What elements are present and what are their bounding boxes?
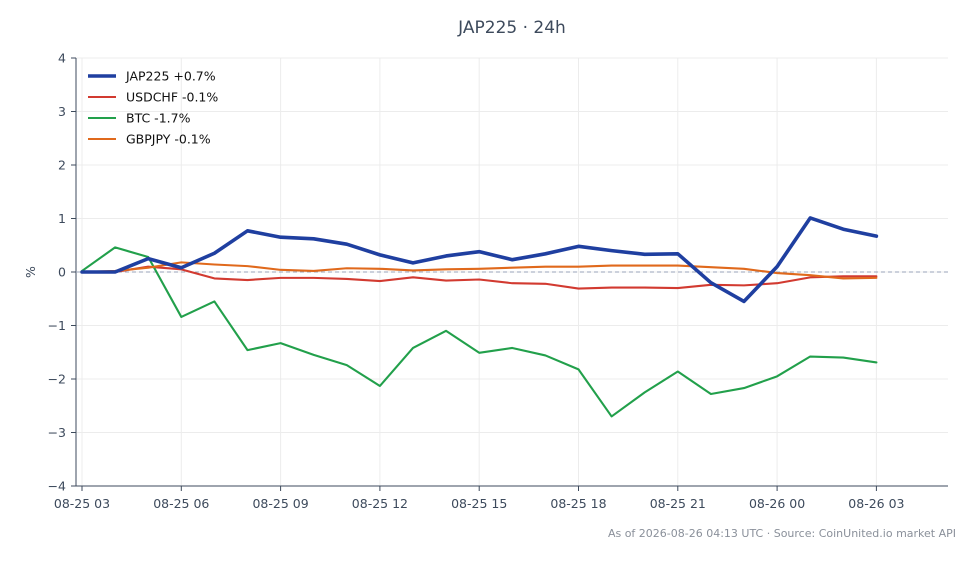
chart-title: JAP225 · 24h (458, 18, 566, 38)
y-tick-label: −3 (48, 425, 66, 440)
source-footnote: As of 2026-08-26 04:13 UTC · Source: Coi… (607, 527, 956, 540)
legend-label: GBPJPY -0.1% (126, 132, 211, 147)
y-tick-label: 3 (58, 104, 66, 119)
x-tick-label: 08-25 09 (252, 496, 308, 511)
x-tick-label: 08-25 03 (54, 496, 110, 511)
x-tick-label: 08-25 06 (153, 496, 209, 511)
series-line-3 (80, 261, 878, 280)
y-tick-label: −2 (48, 372, 66, 387)
y-tick-label: 4 (58, 51, 66, 66)
x-tick-label: 08-25 15 (451, 496, 507, 511)
y-axis-label: % (23, 266, 38, 278)
x-tick-label: 08-26 03 (848, 496, 904, 511)
legend-label: BTC -1.7% (126, 111, 191, 126)
legend-label: JAP225 +0.7% (125, 69, 216, 84)
x-tick-label: 08-25 18 (550, 496, 606, 511)
x-tick-label: 08-26 00 (749, 496, 805, 511)
series-line-0 (80, 216, 879, 304)
y-tick-label: 1 (58, 211, 66, 226)
x-tick-label: 08-25 12 (352, 496, 408, 511)
series-line-2 (80, 246, 878, 418)
x-tick-label: 08-25 21 (650, 496, 706, 511)
series-line-1 (80, 265, 878, 290)
y-tick-label: −1 (48, 318, 66, 333)
y-tick-label: 0 (58, 265, 66, 280)
legend-label: USDCHF -0.1% (126, 90, 218, 105)
y-tick-label: 2 (58, 158, 66, 173)
y-tick-label: −4 (48, 479, 66, 494)
